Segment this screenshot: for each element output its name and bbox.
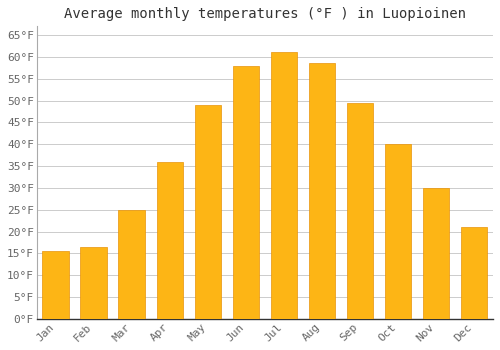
Bar	[460, 227, 487, 319]
Bar	[194, 105, 221, 319]
Bar	[308, 63, 335, 319]
Bar	[42, 251, 69, 319]
Bar	[232, 65, 259, 319]
Bar	[80, 247, 107, 319]
Bar	[270, 52, 297, 319]
Bar	[346, 103, 374, 319]
Title: Average monthly temperatures (°F ) in Luopioinen: Average monthly temperatures (°F ) in Lu…	[64, 7, 466, 21]
Bar	[422, 188, 450, 319]
Bar	[384, 144, 411, 319]
Bar	[156, 162, 183, 319]
Bar	[118, 210, 145, 319]
